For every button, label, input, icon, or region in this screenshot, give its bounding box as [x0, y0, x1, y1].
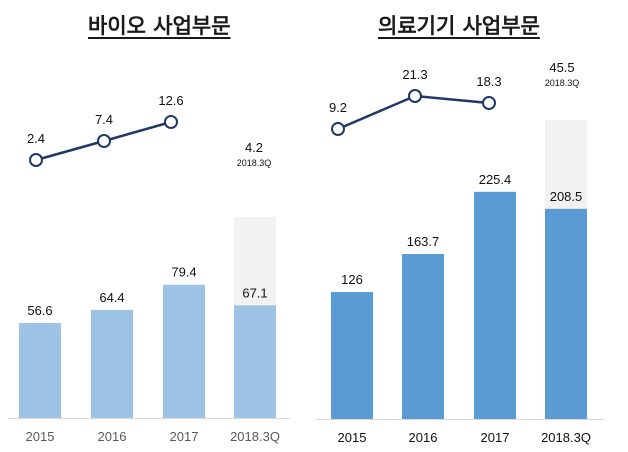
bar-2018.3Q	[234, 305, 276, 418]
x-tick-label: 2018.3Q	[541, 430, 591, 445]
chart-title: 의료기기 사업부문	[378, 14, 540, 38]
bar-2017	[163, 284, 205, 418]
profit-value-label: 12.6	[158, 93, 183, 108]
x-tick-label: 2017	[481, 430, 510, 445]
profit-point-2017	[164, 115, 178, 129]
bar-2015	[331, 292, 373, 419]
bar-value-label: 67.1	[242, 285, 267, 300]
bar-value-label: 56.6	[27, 303, 52, 318]
bar-2018.3Q	[545, 208, 587, 419]
profit-point-2015	[29, 153, 43, 167]
bar-value-label: 208.5	[550, 189, 583, 204]
x-tick-label: 2015	[26, 429, 55, 444]
bio-division-chart: 56.6 2015 64.4 2016 79.4 2017 67.1 2018.3Q 2.4 7.…	[8, 93, 290, 444]
profit-value-label: 21.3	[402, 67, 427, 82]
profit-point-2017	[482, 96, 496, 110]
profit-value-label: 45.5	[549, 60, 574, 75]
profit-value-label: 2.4	[27, 131, 45, 146]
bar-2016	[402, 254, 444, 419]
profit-value-label: 9.2	[329, 100, 347, 115]
x-tick-label: 2016	[98, 429, 127, 444]
x-tick-label: 2018.3Q	[230, 429, 280, 444]
bar-value-label: 163.7	[407, 234, 440, 249]
profit-point-2016	[97, 134, 111, 148]
bar-value-label: 126	[341, 272, 363, 287]
profit-point-2015	[331, 122, 345, 136]
bio-division-panel: 바이오 사업부문 56.6 2015 64.4 2016 79.4 2017 67.1 201…	[8, 14, 290, 444]
bar-2015	[19, 323, 61, 418]
bar-2017	[474, 191, 516, 419]
profit-value-label: 18.3	[476, 74, 501, 89]
x-tick-label: 2015	[338, 430, 367, 445]
chart-title: 바이오 사업부문	[88, 14, 231, 38]
profit-point-2016	[408, 89, 422, 103]
bar-value-label: 79.4	[171, 265, 196, 280]
profit-period-label: 2018.3Q	[545, 78, 580, 88]
bar-value-label: 64.4	[99, 290, 124, 305]
profit-period-label: 2018.3Q	[237, 158, 272, 168]
profit-value-label: 4.2	[245, 140, 263, 155]
medical-device-division-chart: 126 2015 163.7 2016 225.4 2017 208.5 2018.3Q 9.2…	[316, 60, 604, 445]
medical-device-division-panel: 의료기기 사업부문 126 2015 163.7 2016 225.4 2017 208.5…	[314, 0, 628, 452]
x-tick-label: 2016	[409, 430, 438, 445]
profit-value-label: 7.4	[95, 112, 113, 127]
bar-value-label: 225.4	[479, 172, 512, 187]
x-tick-label: 2017	[170, 429, 199, 444]
bar-2016	[91, 309, 133, 418]
